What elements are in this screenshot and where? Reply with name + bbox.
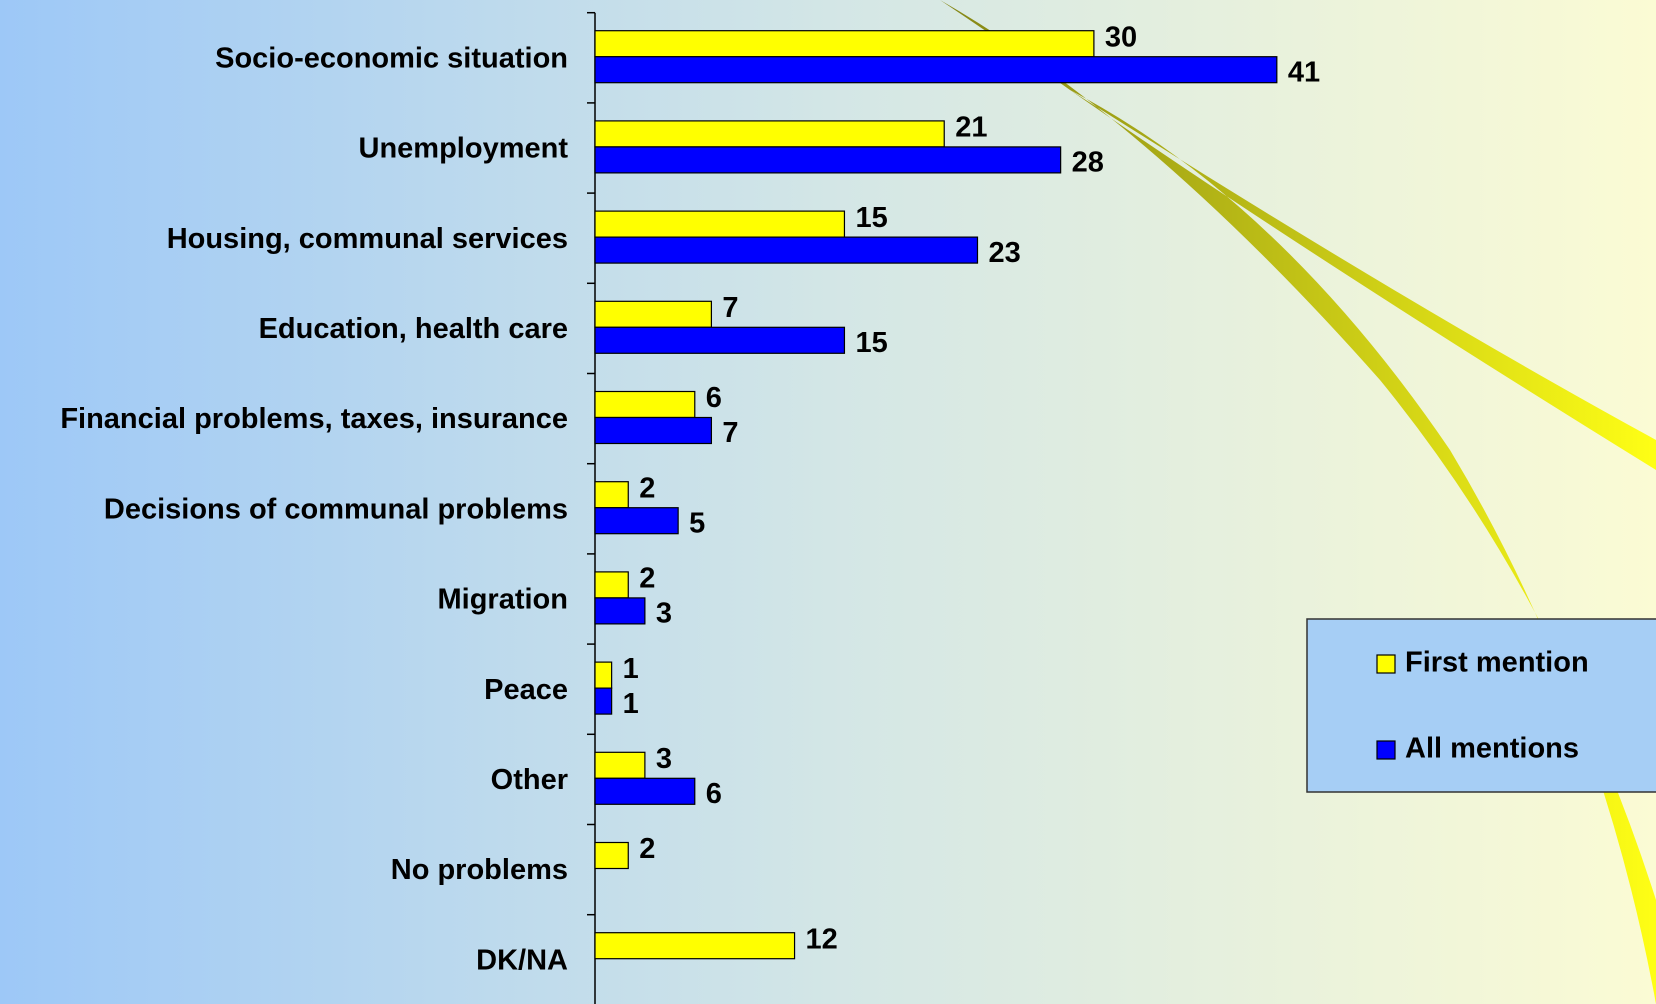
value-label: 30 (1105, 21, 1137, 53)
value-label: 15 (855, 327, 887, 359)
bar (594, 146, 1062, 174)
category-label: DK/NA (476, 944, 568, 976)
legend-box (1306, 618, 1656, 793)
bar (594, 777, 696, 805)
category-label: Peace (484, 674, 568, 706)
bar (594, 300, 713, 328)
category-label: Socio-economic situation (215, 42, 568, 74)
value-label: 3 (656, 743, 672, 775)
bar (594, 30, 1095, 58)
value-label: 2 (639, 472, 655, 504)
value-label: 1 (623, 688, 639, 720)
value-label: 6 (706, 778, 722, 810)
legend-label: All mentions (1405, 733, 1579, 765)
bar (594, 210, 846, 238)
bar (594, 326, 846, 354)
value-label: 41 (1288, 56, 1320, 88)
category-label: Decisions of communal problems (104, 493, 568, 525)
bar (594, 236, 979, 264)
bar (594, 751, 646, 779)
value-label: 3 (656, 598, 672, 630)
value-label: 7 (722, 417, 738, 449)
bar (594, 390, 696, 419)
category-label: Education, health care (259, 313, 568, 345)
value-label: 15 (855, 202, 887, 234)
category-label: Financial problems, taxes, insurance (60, 403, 568, 435)
bar (594, 56, 1278, 84)
category-label: Housing, communal services (167, 223, 568, 255)
value-label: 2 (639, 833, 655, 865)
bar (594, 571, 629, 599)
bar (594, 841, 629, 870)
value-label: 2 (639, 563, 655, 595)
legend-swatch (1376, 740, 1396, 760)
value-label: 21 (955, 112, 987, 144)
value-label: 23 (988, 237, 1020, 269)
value-label: 28 (1072, 147, 1104, 179)
category-label: Unemployment (359, 133, 569, 165)
category-label: Migration (438, 584, 569, 616)
legend-label: First mention (1405, 647, 1589, 679)
legend-swatch (1376, 654, 1396, 674)
bar (594, 687, 613, 715)
value-label: 12 (806, 923, 838, 955)
value-label: 6 (706, 382, 722, 414)
bar (594, 507, 679, 535)
bar (594, 932, 796, 960)
bar (594, 661, 613, 689)
legend (1306, 618, 1656, 793)
category-label: No problems (391, 854, 568, 886)
value-label: 7 (722, 292, 738, 324)
bar (594, 416, 713, 445)
bar (594, 120, 945, 148)
bar (594, 597, 646, 625)
category-label: Other (491, 764, 568, 796)
value-label: 5 (689, 507, 705, 539)
bar (594, 481, 629, 509)
value-label: 1 (623, 653, 639, 685)
